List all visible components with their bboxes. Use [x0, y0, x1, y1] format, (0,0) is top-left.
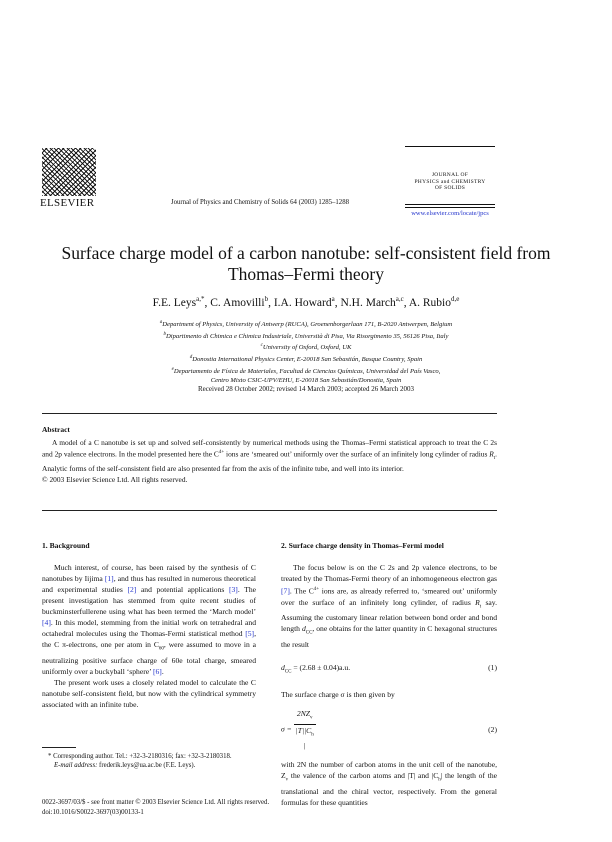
abstract-heading: Abstract [42, 425, 70, 434]
journal-box-bottom-rule [405, 204, 495, 205]
abstract-bottom-rule [42, 510, 497, 511]
footnote-rule [42, 747, 76, 748]
equation-number: (1) [488, 662, 497, 672]
section-heading: 2. Surface charge density in Thomas–Ferm… [281, 541, 444, 550]
affiliation: dDonostia International Physics Center, … [189, 355, 423, 364]
paragraph: with 2N the number of carbon atoms in th… [281, 760, 497, 807]
author-list: F.E. Leysa,*, C. Amovillib, I.A. Howarda… [152, 295, 460, 309]
journal-box-bottom-rule [405, 207, 495, 208]
journal-box-title: JOURNAL OF PHYSICS and CHEMISTRY OF SOLI… [405, 172, 495, 192]
citation-link[interactable]: [4] [42, 618, 51, 627]
right-column: 2. Surface charge density in Thomas–Ferm… [281, 540, 497, 808]
paragraph: The focus below is on the C 2s and 2p va… [281, 563, 497, 649]
equation-number: (2) [488, 725, 497, 735]
citation-link[interactable]: [6] [152, 666, 162, 676]
journal-box-line: JOURNAL OF [431, 172, 469, 178]
equation-1: dCC = (2.68 ± 0.04)a.u. (1) [281, 662, 497, 678]
affiliation: Centro Mixto CSIC-UPV/EHU, E-20018 San S… [210, 377, 402, 385]
doi-line: doi:10.1016/S0022-3697(03)00133-1 [42, 809, 144, 816]
author: A. Rubiod,e [408, 295, 460, 309]
front-matter: 0022-3697/03/$ - see front matter © 2003… [42, 798, 269, 818]
paper-title: Surface charge model of a carbon nanotub… [61, 243, 551, 284]
journal-box-line: OF SOLIDS [434, 185, 466, 191]
journal-box-top-rule [405, 146, 495, 147]
footnote: * Corresponding author. Tel.: +32-3-2180… [48, 753, 232, 769]
paragraph: Much interest, of course, has been raise… [42, 563, 257, 676]
author: C. Amovillib [210, 295, 269, 309]
email-link[interactable]: frederik.leys@ua.ac.be (F.E. Leys). [97, 762, 196, 769]
paragraph: The present work uses a closely related … [42, 677, 256, 709]
citation-link[interactable]: [3] [228, 585, 238, 594]
received-dates: Received 28 October 2002; revised 14 Mar… [198, 385, 414, 393]
affiliation: eDepartamento de Física de Materiales, F… [171, 366, 441, 375]
publisher-logo-text: ELSEVIER [40, 197, 95, 209]
issn-line: 0022-3697/03/$ - see front matter © 2003… [42, 799, 270, 806]
author: I.A. Howarda [273, 295, 335, 309]
journal-url-link[interactable]: www.elsevier.com/locate/jpcs [411, 210, 489, 217]
copyright: © 2003 Elsevier Science Ltd. All rights … [42, 474, 188, 484]
author: N.H. Marcha,c [340, 295, 404, 309]
affiliation: aDepartment of Physics, University of An… [159, 320, 453, 329]
abstract-top-rule [42, 413, 497, 414]
abstract-body: A model of a C nanotube is set up and so… [42, 438, 497, 484]
journal-box-line: PHYSICS and CHEMISTRY [414, 178, 486, 185]
affiliation: bDipartimento di Chimica e Chimica Indus… [163, 331, 449, 340]
left-column: 1. Background Much interest, of course, … [42, 540, 256, 710]
author: F.E. Leysa,* [152, 295, 205, 309]
affiliation: cUniversity of Oxford, Oxford, UK [260, 343, 352, 352]
section-heading: 1. Background [42, 541, 90, 550]
paragraph: The surface charge σ is then given by [281, 690, 395, 700]
affiliations: aDepartment of Physics, University of An… [40, 318, 572, 386]
elsevier-tree-logo [42, 148, 96, 196]
citation-link[interactable]: [2] [127, 585, 137, 594]
citation-link[interactable]: [5] [245, 629, 255, 638]
journal-citation: Journal of Physics and Chemistry of Soli… [170, 199, 350, 206]
equation-2: σ = 2NZv |T||Ch | (2) [281, 709, 497, 751]
citation-link[interactable]: [7] [281, 586, 290, 596]
citation-link[interactable]: [1] [104, 574, 114, 583]
